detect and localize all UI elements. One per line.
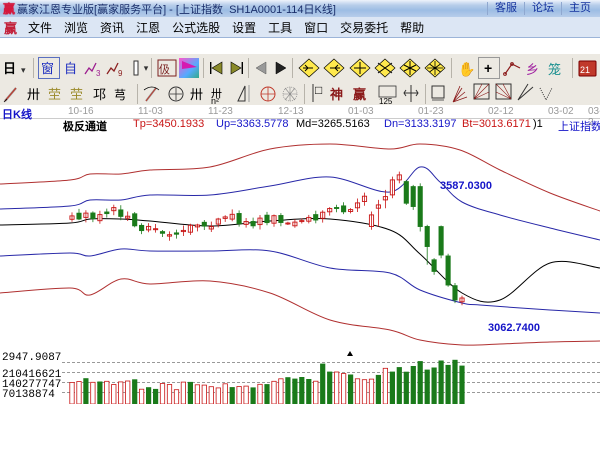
svg-text:日: 日 (3, 61, 16, 76)
svg-text:茔: 茔 (70, 87, 83, 102)
svg-text:21: 21 (580, 65, 590, 75)
svg-text:+: + (484, 60, 492, 76)
svg-text:窗: 窗 (41, 61, 54, 76)
svg-text:茔: 茔 (48, 87, 61, 102)
svg-text:n²: n² (211, 96, 219, 105)
svg-text:125: 125 (379, 97, 393, 105)
svg-text:芎: 芎 (114, 88, 126, 102)
svg-text:9: 9 (118, 69, 123, 78)
svg-text:神: 神 (330, 87, 343, 102)
svg-text:✋: ✋ (458, 61, 475, 77)
svg-text:▾: ▾ (21, 65, 26, 75)
svg-text:3: 3 (96, 69, 101, 78)
svg-text:邛: 邛 (93, 87, 106, 102)
svg-text:□: □ (315, 83, 322, 97)
svg-text:乡: 乡 (526, 62, 539, 77)
svg-text:卅: 卅 (27, 87, 40, 102)
svg-text:笼: 笼 (548, 62, 561, 77)
svg-text:卅: 卅 (190, 87, 203, 102)
svg-text:赢: 赢 (353, 87, 366, 102)
svg-text:自: 自 (64, 61, 77, 76)
svg-text:伋: 伋 (159, 63, 170, 76)
